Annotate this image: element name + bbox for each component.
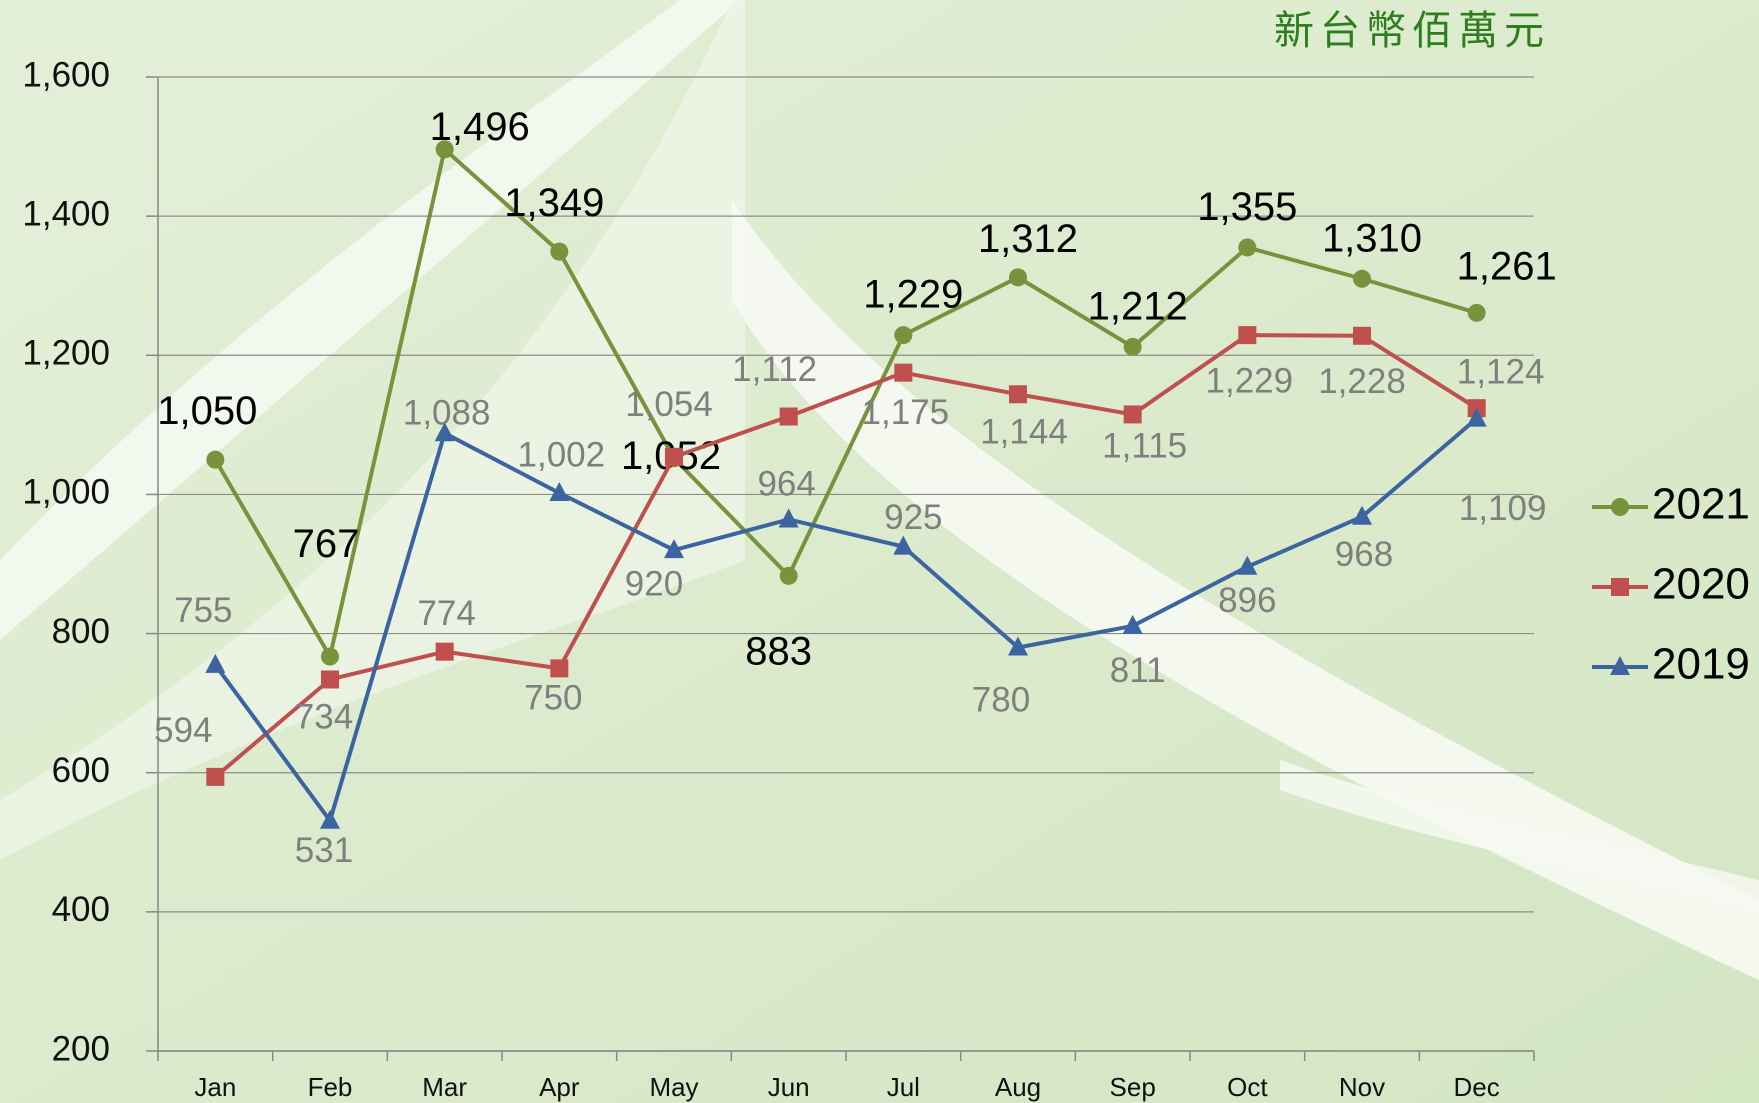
- x-tick-label: Jan: [194, 1072, 236, 1102]
- x-tick-label: Mar: [422, 1072, 467, 1102]
- point: [1238, 326, 1256, 344]
- data-label: 968: [1335, 535, 1393, 574]
- point: [1009, 385, 1027, 403]
- data-label: 1,115: [1102, 427, 1187, 466]
- x-tick-label: Jun: [768, 1072, 810, 1102]
- data-label: 750: [524, 679, 582, 718]
- data-label: 1,261: [1457, 244, 1557, 288]
- legend-label: 2021: [1652, 480, 1750, 529]
- point: [1124, 405, 1142, 423]
- data-label: 594: [154, 711, 212, 750]
- chart-title: 新台幣佰萬元: [1274, 8, 1550, 54]
- x-tick-label: Aug: [995, 1072, 1041, 1102]
- point: [894, 364, 912, 382]
- point: [436, 643, 454, 661]
- data-label: 767: [293, 522, 360, 566]
- point: [550, 243, 568, 261]
- background: [0, 0, 1759, 1103]
- y-tick-label: 1,200: [22, 334, 110, 373]
- data-label: 755: [174, 591, 232, 630]
- legend-label: 2020: [1652, 560, 1750, 609]
- point: [1353, 327, 1371, 345]
- x-tick-label: Dec: [1454, 1072, 1500, 1102]
- data-label: 1,349: [504, 181, 604, 225]
- y-tick-label: 1,000: [22, 473, 110, 512]
- y-tick-label: 400: [52, 890, 110, 929]
- data-label: 964: [757, 465, 815, 504]
- legend-label: 2019: [1652, 640, 1750, 689]
- y-tick-label: 800: [52, 612, 110, 651]
- point: [1353, 270, 1371, 288]
- data-label: 780: [972, 681, 1030, 720]
- point: [1009, 268, 1027, 286]
- y-tick-label: 600: [52, 751, 110, 790]
- data-label: 1,050: [157, 389, 257, 433]
- data-label: 1,496: [430, 105, 530, 149]
- point: [780, 567, 798, 585]
- point: [894, 326, 912, 344]
- data-label: 1,109: [1459, 489, 1547, 528]
- data-label: 1,054: [625, 385, 713, 424]
- point: [665, 448, 683, 466]
- data-label: 896: [1218, 581, 1276, 620]
- legend-marker: [1611, 498, 1629, 516]
- point: [780, 408, 798, 426]
- y-tick-label: 200: [52, 1029, 110, 1068]
- x-tick-label: May: [649, 1072, 698, 1102]
- point: [550, 659, 568, 677]
- point: [1124, 338, 1142, 356]
- legend-marker: [1611, 578, 1629, 596]
- data-label: 883: [745, 629, 812, 673]
- data-label: 1,112: [732, 350, 817, 389]
- x-tick-label: Oct: [1227, 1072, 1268, 1102]
- y-tick-label: 1,600: [22, 55, 110, 94]
- x-tick-label: Feb: [308, 1072, 353, 1102]
- data-label: 920: [625, 564, 683, 603]
- point: [321, 670, 339, 688]
- data-label: 1,175: [862, 393, 950, 432]
- y-tick-label: 1,400: [22, 194, 110, 233]
- data-label: 1,144: [980, 412, 1068, 451]
- x-tick-label: Nov: [1339, 1072, 1385, 1102]
- data-label: 1,002: [518, 435, 606, 474]
- data-label: 1,088: [403, 393, 491, 432]
- point: [1238, 238, 1256, 256]
- data-label: 1,124: [1457, 352, 1545, 391]
- point: [1468, 304, 1486, 322]
- point: [321, 648, 339, 666]
- data-label: 811: [1110, 651, 1166, 690]
- x-tick-label: Apr: [539, 1072, 580, 1102]
- data-label: 1,229: [1206, 361, 1294, 400]
- data-label: 774: [417, 594, 475, 633]
- point: [206, 451, 224, 469]
- data-label: 925: [884, 498, 942, 537]
- data-label: 1,355: [1197, 185, 1297, 229]
- x-tick-label: Jul: [887, 1072, 920, 1102]
- data-label: 734: [295, 698, 353, 737]
- data-label: 1,212: [1088, 284, 1188, 328]
- point: [206, 768, 224, 786]
- data-label: 1,310: [1322, 216, 1422, 260]
- data-label: 531: [295, 831, 353, 870]
- data-label: 1,228: [1318, 362, 1406, 401]
- data-label: 1,229: [863, 273, 963, 317]
- chart: 新台幣佰萬元 200 400 600 800 1,000 1,200 1,400 1,600 J…: [0, 0, 1759, 1103]
- data-label: 1,312: [978, 217, 1078, 261]
- x-tick-label: Sep: [1110, 1072, 1156, 1102]
